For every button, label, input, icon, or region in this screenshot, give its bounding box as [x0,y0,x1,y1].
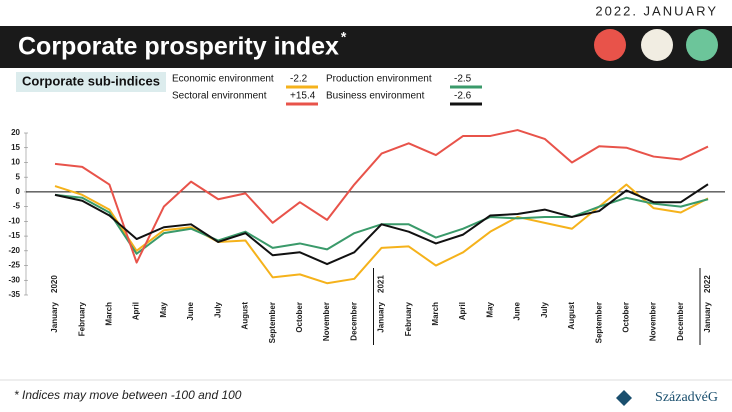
y-tick-label: 10 [11,158,20,167]
subtitle-bg [16,72,166,92]
legend-value: -2.5 [454,74,472,85]
x-tick-label: September [268,302,277,343]
year-label: 2022 [703,275,712,293]
x-tick-label: March [431,302,440,326]
x-tick-label: April [132,302,141,320]
logo: SzázadvéG [655,390,718,405]
icon [686,29,718,61]
title-mark: * [341,29,347,45]
x-tick-label: April [458,302,467,320]
y-tick-label: 5 [16,172,21,181]
x-tick-label: February [77,301,86,336]
y-tick-label: -20 [8,246,20,255]
y-tick-label: 20 [11,128,20,137]
x-tick-label: August [241,302,250,330]
x-tick-label: September [594,302,603,343]
legend-value: +15.4 [290,91,316,102]
x-tick-label: August [567,302,576,330]
footnote: * Indices may move between -100 and 100 [14,388,242,402]
y-tick-label: 15 [11,143,20,152]
series-line [54,129,709,264]
y-tick-label: -30 [8,275,20,284]
x-tick-label: November [322,302,331,341]
series-line [54,183,709,266]
legend-label: Sectoral environment [172,91,267,102]
y-tick-label: -15 [8,231,20,240]
x-tick-label: January [377,301,386,332]
x-tick-label: July [213,301,222,318]
x-tick-label: January [50,301,59,332]
legend-label: Economic environment [172,74,274,85]
year-label: 2020 [50,275,59,293]
x-tick-label: February [404,301,413,336]
y-tick-label: -10 [8,216,20,225]
legend-value: -2.6 [454,91,472,102]
y-tick-label: -25 [8,261,20,270]
x-tick-label: March [105,302,114,326]
year-label: 2021 [377,275,386,293]
chart-title: Corporate prosperity index [18,33,339,61]
y-tick-label: 0 [16,187,21,196]
x-tick-label: July [540,301,549,318]
y-tick-label: -5 [13,202,21,211]
logo-icon [616,390,632,406]
y-tick-label: -35 [8,290,20,299]
x-tick-label: May [159,301,168,317]
x-tick-label: May [485,301,494,317]
icon [641,29,673,61]
icon [594,29,626,61]
x-tick-label: December [676,302,685,341]
subtitle: Corporate sub-indices [22,73,160,88]
legend-label: Business environment [326,91,425,102]
series-line [54,183,709,285]
x-tick-label: November [649,302,658,341]
x-tick-label: October [295,302,304,333]
date: 2022. JANUARY [595,3,718,18]
x-tick-label: June [186,301,195,320]
x-tick-label: January [703,301,712,332]
x-tick-label: October [621,302,630,333]
x-tick-label: December [349,302,358,341]
legend-value: -2.2 [290,74,308,85]
x-tick-label: June [513,301,522,320]
legend-label: Production environment [326,74,432,85]
